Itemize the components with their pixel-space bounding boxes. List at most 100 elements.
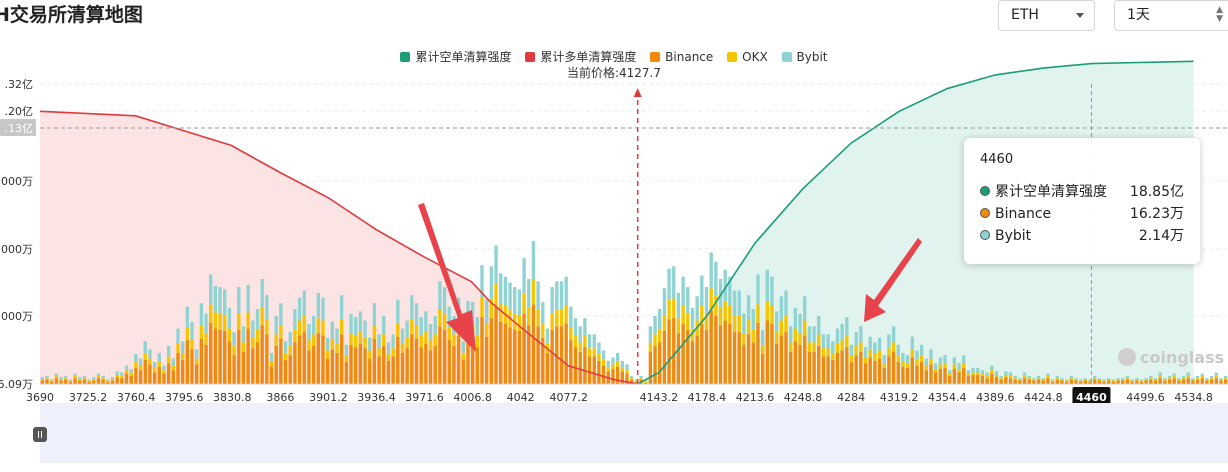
bar-okx: [559, 309, 564, 327]
bar-bybit: [209, 274, 213, 305]
bar-okx: [157, 360, 161, 367]
bar-binance: [896, 362, 900, 384]
legend-item-okx[interactable]: OKX: [727, 50, 768, 64]
bar-binance: [138, 370, 143, 384]
tooltip-value: 2.14万: [1138, 228, 1184, 244]
bar-binance: [1219, 380, 1223, 384]
bar-binance: [410, 334, 414, 384]
bar-binance: [489, 318, 494, 384]
bar-bybit: [251, 320, 255, 338]
bar-binance: [620, 371, 624, 384]
bar-binance: [994, 377, 999, 384]
bar-bybit: [45, 375, 49, 379]
bar-bybit: [386, 342, 391, 354]
legend-label: OKX: [742, 50, 768, 64]
bar-binance: [789, 351, 793, 384]
bar-okx: [59, 379, 63, 381]
x-tick-label: 4143.2: [640, 391, 679, 404]
bar-binance: [438, 326, 442, 384]
bar-okx: [447, 327, 451, 341]
bar-binance: [396, 336, 400, 384]
bar-binance: [723, 320, 727, 384]
bar-bybit: [887, 334, 891, 349]
chart-legend: 累计空单清算强度 累计多单清算强度 Binance OKX Bybit: [0, 48, 1228, 65]
bar-bybit: [742, 313, 746, 334]
bar-binance: [1223, 379, 1228, 384]
range-select[interactable]: 1天 ▲ ▼: [1114, 0, 1228, 31]
bar-binance: [1116, 380, 1120, 384]
bar-binance: [45, 379, 49, 384]
bar-binance: [517, 330, 522, 384]
bar-bybit: [335, 328, 339, 344]
bar-okx: [1181, 378, 1186, 380]
zoom-navigator[interactable]: [40, 403, 1228, 463]
bar-binance: [335, 352, 339, 384]
bar-binance: [344, 362, 349, 384]
bar-bybit: [1088, 379, 1092, 381]
legend-item-binance[interactable]: Binance: [650, 50, 713, 64]
bar-okx: [1022, 375, 1027, 379]
bar-binance: [583, 347, 587, 384]
bar-binance: [386, 360, 391, 384]
legend-item-short-cumulative[interactable]: 累计空单清算强度: [400, 48, 512, 65]
bar-binance: [400, 352, 405, 384]
bar-okx: [1121, 379, 1125, 381]
bar-okx: [307, 340, 311, 351]
bar-binance: [831, 359, 835, 384]
bar-bybit: [732, 290, 737, 316]
bar-okx: [279, 325, 283, 339]
bar-bybit: [428, 324, 433, 341]
legend-item-long-cumulative[interactable]: 累计多单清算强度: [525, 48, 636, 65]
bar-bybit: [293, 309, 297, 330]
bar-bybit: [672, 266, 676, 299]
bar-bybit: [494, 245, 498, 284]
bar-okx: [293, 329, 297, 343]
bar-binance: [78, 380, 82, 384]
bar-bybit: [686, 287, 690, 314]
bar-binance: [737, 332, 741, 384]
bar-bybit: [447, 306, 451, 328]
bar-bybit: [171, 358, 175, 366]
bar-okx: [1135, 379, 1139, 381]
bar-bybit: [354, 317, 358, 336]
bar-bybit: [279, 303, 283, 326]
y-axis-highlight-badge: [0, 119, 36, 136]
bar-binance: [760, 354, 765, 384]
bar-bybit: [1116, 378, 1120, 380]
legend-item-bybit[interactable]: Bybit: [781, 50, 828, 64]
bar-binance: [541, 337, 545, 384]
bar-bybit: [106, 379, 110, 381]
bar-binance: [793, 341, 798, 384]
bar-binance: [283, 359, 288, 384]
bar-okx: [812, 342, 816, 352]
bar-bybit: [667, 268, 671, 300]
bar-okx: [793, 328, 798, 342]
bar-okx: [260, 307, 264, 326]
bar-binance: [456, 335, 461, 384]
legend-label: Binance: [665, 50, 714, 64]
bar-okx: [232, 345, 236, 356]
bar-binance: [1200, 378, 1204, 384]
bar-okx: [760, 344, 765, 354]
bar-bybit: [1209, 375, 1214, 379]
bar-binance: [854, 355, 858, 384]
bar-bybit: [597, 342, 601, 354]
bar-okx: [265, 319, 269, 335]
bar-binance: [924, 370, 929, 384]
bar-binance: [232, 355, 236, 384]
bar-bybit: [1069, 375, 1073, 379]
bar-okx: [1060, 379, 1064, 381]
bar-binance: [405, 348, 409, 384]
bar-bybit: [470, 302, 475, 324]
bar-bybit: [756, 274, 760, 305]
bar-binance: [1121, 380, 1125, 384]
symbol-select[interactable]: ETH: [998, 0, 1095, 31]
bar-binance: [625, 373, 629, 384]
bar-binance: [817, 345, 821, 384]
bar-bybit: [1125, 375, 1130, 379]
bar-binance: [859, 351, 863, 384]
bar-okx: [1111, 380, 1116, 382]
bar-okx: [877, 350, 882, 359]
navigator-handle[interactable]: [33, 427, 47, 442]
bar-okx: [910, 349, 914, 358]
